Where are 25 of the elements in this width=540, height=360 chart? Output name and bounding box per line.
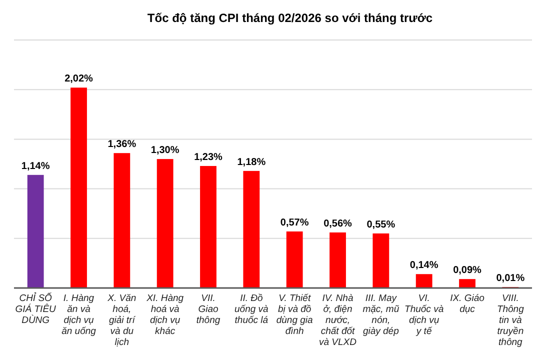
data-label: 1,36% — [108, 139, 136, 150]
data-label: 0,14% — [410, 260, 438, 272]
data-label: 0,55% — [366, 219, 396, 230]
x-tick-label: X. Văn hoá, giải trí và du lịch — [106, 293, 136, 348]
x-tick-label: XI. Hàng hoá và dịch vụ khác — [146, 293, 184, 337]
x-tick-label: V. Thiết bị và đồ dùng gia đình — [276, 293, 313, 337]
data-label: 0,56% — [324, 218, 352, 230]
chart-title: Tốc độ tăng CPI tháng 02/2026 so với tháng trước — [147, 11, 433, 25]
data-label: 0,09% — [453, 265, 482, 276]
data-label: 2,02% — [64, 74, 94, 85]
x-tick-label: IV. Nhà ở, điện nước, chất đốt và VLXD — [319, 293, 357, 348]
x-tick-label: VI. Thuốc và dịch vụ y tế — [404, 293, 444, 337]
data-label: 0,57% — [280, 217, 309, 228]
x-tick-label: III. May mặc, mũ nón, giày dép — [362, 293, 400, 337]
x-tick-label: IX. Giáo dục — [450, 293, 484, 315]
x-tick-label: VII. Giao thông — [196, 293, 221, 326]
x-tick-label: II. Đồ uống và thuốc lá — [234, 293, 268, 326]
data-label: 0,01% — [496, 273, 525, 284]
data-label: 1,30% — [150, 145, 180, 156]
data-label: 1,18% — [237, 156, 266, 168]
x-tick-label: CHỈ SỐ GIÁ TIÊU DÙNG — [15, 292, 56, 326]
x-tick-label: VIII. Thông tin và truyền thông — [496, 293, 525, 348]
data-label: 1,14% — [21, 160, 50, 172]
data-label: 1,23% — [194, 152, 223, 163]
x-tick-label: I. Hàng ăn và dịch vụ ăn uống — [62, 293, 97, 337]
